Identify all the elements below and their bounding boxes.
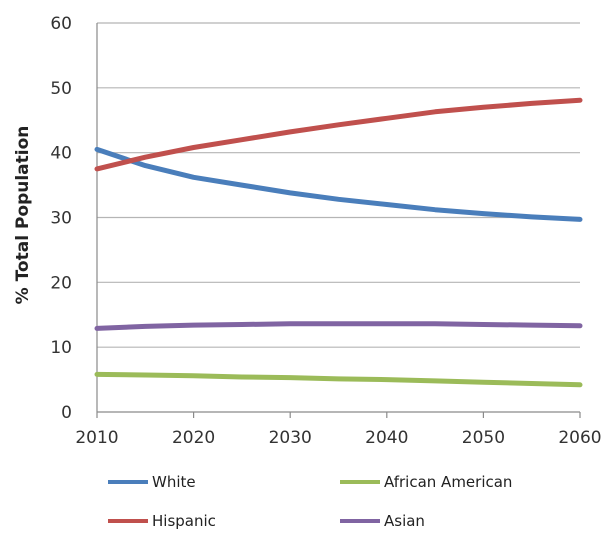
series-line-hispanic [94, 97, 583, 172]
y-tick-label: 0 [61, 403, 72, 423]
y-tick-label: 10 [50, 338, 72, 358]
y-tick-labels: 0 10 20 30 40 50 60 [50, 14, 72, 423]
x-tick-label: 2040 [365, 428, 408, 448]
legend-label-african-american: African American [384, 473, 512, 491]
legend-label-asian: Asian [384, 512, 425, 530]
series-line-african-american [94, 371, 583, 388]
legend: White African American Hispanic Asian [108, 473, 512, 530]
y-tick-label: 20 [50, 273, 72, 293]
y-tick-label: 40 [50, 144, 72, 164]
series-line-white [94, 146, 583, 222]
y-tick-label: 60 [50, 14, 72, 34]
x-tick-label: 2020 [172, 428, 215, 448]
legend-label-hispanic: Hispanic [152, 512, 216, 530]
legend-label-white: White [152, 473, 196, 491]
x-tick-label: 2030 [269, 428, 312, 448]
series-lines [94, 97, 583, 388]
grid-lines [97, 22, 580, 348]
y-axis-label: % Total Population [13, 126, 33, 305]
axes [96, 23, 581, 418]
y-tick-label: 30 [50, 209, 72, 229]
x-tick-label: 2050 [462, 428, 505, 448]
x-tick-labels: 2010 2020 2030 2040 2050 2060 [75, 428, 601, 448]
x-tick-label: 2060 [558, 428, 601, 448]
series-line-asian [94, 321, 583, 331]
x-tick-label: 2010 [75, 428, 118, 448]
y-tick-label: 50 [50, 79, 72, 99]
